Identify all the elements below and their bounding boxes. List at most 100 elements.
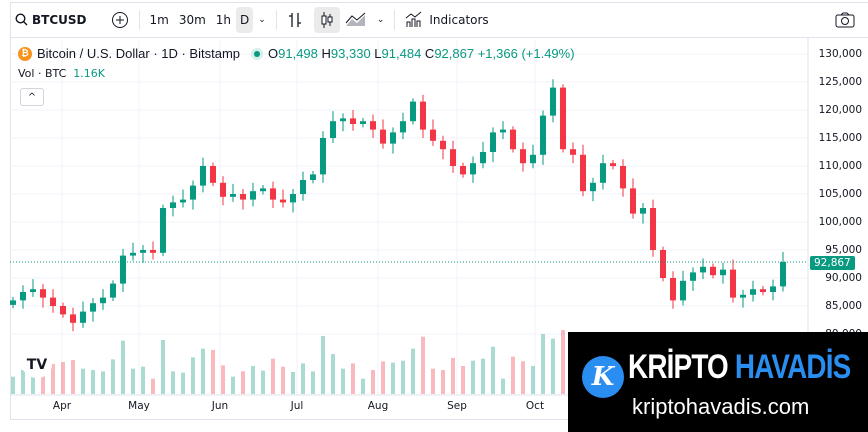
volume-bar bbox=[301, 363, 305, 394]
candle bbox=[140, 250, 146, 253]
volume-bar bbox=[151, 378, 155, 394]
candle bbox=[50, 297, 56, 306]
last-price-label: 92,867 bbox=[810, 256, 855, 270]
candle bbox=[620, 166, 626, 189]
collapse-legend-button[interactable]: ^ bbox=[20, 88, 44, 106]
volume-bar bbox=[361, 378, 365, 394]
candle bbox=[720, 269, 726, 276]
volume-bar bbox=[61, 362, 65, 394]
price-tick: 85,000 bbox=[825, 300, 862, 312]
symbol-search[interactable]: BTCUSD bbox=[10, 7, 92, 33]
candle bbox=[690, 272, 696, 281]
market-status-icon bbox=[251, 47, 263, 60]
candle bbox=[460, 166, 466, 175]
volume-bar bbox=[241, 371, 245, 394]
volume-bar bbox=[291, 372, 295, 394]
price-tick: 110,000 bbox=[818, 160, 862, 172]
volume-bar bbox=[421, 336, 425, 394]
candle bbox=[180, 199, 186, 203]
toolbar: BTCUSD 1m 30m 1h D ⌄ ⌄ Indicators bbox=[10, 2, 868, 38]
candle bbox=[700, 266, 706, 273]
volume-bar bbox=[441, 370, 445, 394]
candles-icon bbox=[321, 11, 333, 28]
divider bbox=[138, 9, 140, 30]
candle bbox=[710, 266, 716, 276]
bitcoin-icon: ₿ bbox=[18, 46, 32, 61]
candle bbox=[610, 163, 616, 166]
volume-bar bbox=[351, 363, 355, 394]
candles-button[interactable] bbox=[313, 6, 340, 33]
plus-circle-icon bbox=[111, 11, 128, 28]
interval-30m[interactable]: 30m bbox=[178, 12, 206, 27]
chevron-down-icon: ⌄ bbox=[376, 14, 385, 25]
candle bbox=[40, 289, 46, 298]
chart-type-dropdown[interactable]: ⌄ bbox=[372, 7, 390, 33]
candle bbox=[100, 297, 106, 304]
area-button[interactable] bbox=[340, 7, 372, 33]
screenshot-button[interactable] bbox=[830, 7, 860, 33]
price-tick: 125,000 bbox=[818, 76, 862, 88]
price-tick: 105,000 bbox=[818, 188, 862, 200]
interval-1m[interactable]: 1m bbox=[149, 12, 169, 27]
candle bbox=[420, 101, 426, 130]
candle bbox=[250, 191, 256, 200]
search-icon bbox=[15, 13, 28, 26]
candle bbox=[330, 121, 336, 138]
interval-d[interactable]: D bbox=[236, 6, 254, 33]
candle bbox=[780, 261, 786, 287]
time-tick: Apr bbox=[52, 400, 72, 412]
candle bbox=[600, 163, 606, 183]
candle bbox=[280, 199, 286, 203]
indicators-button[interactable]: Indicators bbox=[400, 7, 493, 33]
interval-dropdown[interactable]: ⌄ bbox=[253, 7, 271, 33]
candle bbox=[240, 194, 246, 200]
bars-button[interactable] bbox=[282, 7, 308, 33]
price-tick: 130,000 bbox=[818, 48, 862, 60]
candle bbox=[390, 132, 396, 144]
volume-bar bbox=[111, 359, 115, 394]
tradingview-logo[interactable]: TV bbox=[22, 352, 52, 378]
compare-button[interactable] bbox=[106, 7, 134, 33]
candle bbox=[300, 180, 306, 194]
candle bbox=[630, 188, 636, 214]
candle bbox=[210, 166, 216, 183]
volume-bar bbox=[161, 340, 165, 394]
candle bbox=[190, 185, 196, 200]
candle bbox=[30, 289, 36, 292]
candle bbox=[440, 140, 446, 150]
area-chart-icon bbox=[345, 12, 366, 26]
candle bbox=[290, 194, 296, 203]
volume-bar bbox=[451, 358, 455, 394]
volume-bar bbox=[171, 371, 175, 394]
price-tick: 120,000 bbox=[818, 104, 862, 116]
candle bbox=[580, 154, 586, 192]
candle bbox=[530, 154, 536, 164]
brand-logo-icon: K bbox=[582, 356, 624, 398]
volume-bar bbox=[231, 376, 235, 394]
divider bbox=[394, 9, 396, 30]
candle bbox=[670, 278, 676, 301]
candle bbox=[660, 250, 666, 278]
candle bbox=[590, 182, 596, 192]
volume-bar bbox=[391, 362, 395, 394]
time-tick: Jul bbox=[290, 400, 304, 412]
volume-bar bbox=[551, 338, 555, 394]
volume-bar bbox=[21, 370, 25, 394]
volume-bar bbox=[501, 378, 505, 394]
candle bbox=[430, 129, 436, 141]
time-tick: Aug bbox=[367, 400, 389, 412]
volume-bar bbox=[221, 365, 225, 394]
volume-bar bbox=[341, 368, 345, 394]
volume-bar bbox=[561, 330, 565, 394]
candle bbox=[400, 121, 406, 133]
watermark-banner: K KRİPTO HAVADİS kriptohavadis.com bbox=[568, 332, 868, 432]
interval-1h[interactable]: 1h bbox=[215, 12, 232, 27]
candle bbox=[80, 311, 86, 323]
volume-bar bbox=[521, 361, 525, 394]
candle bbox=[750, 289, 756, 295]
volume-bar bbox=[531, 366, 535, 394]
volume-bar bbox=[181, 372, 185, 394]
volume-bar bbox=[91, 370, 95, 394]
divider bbox=[275, 9, 277, 30]
